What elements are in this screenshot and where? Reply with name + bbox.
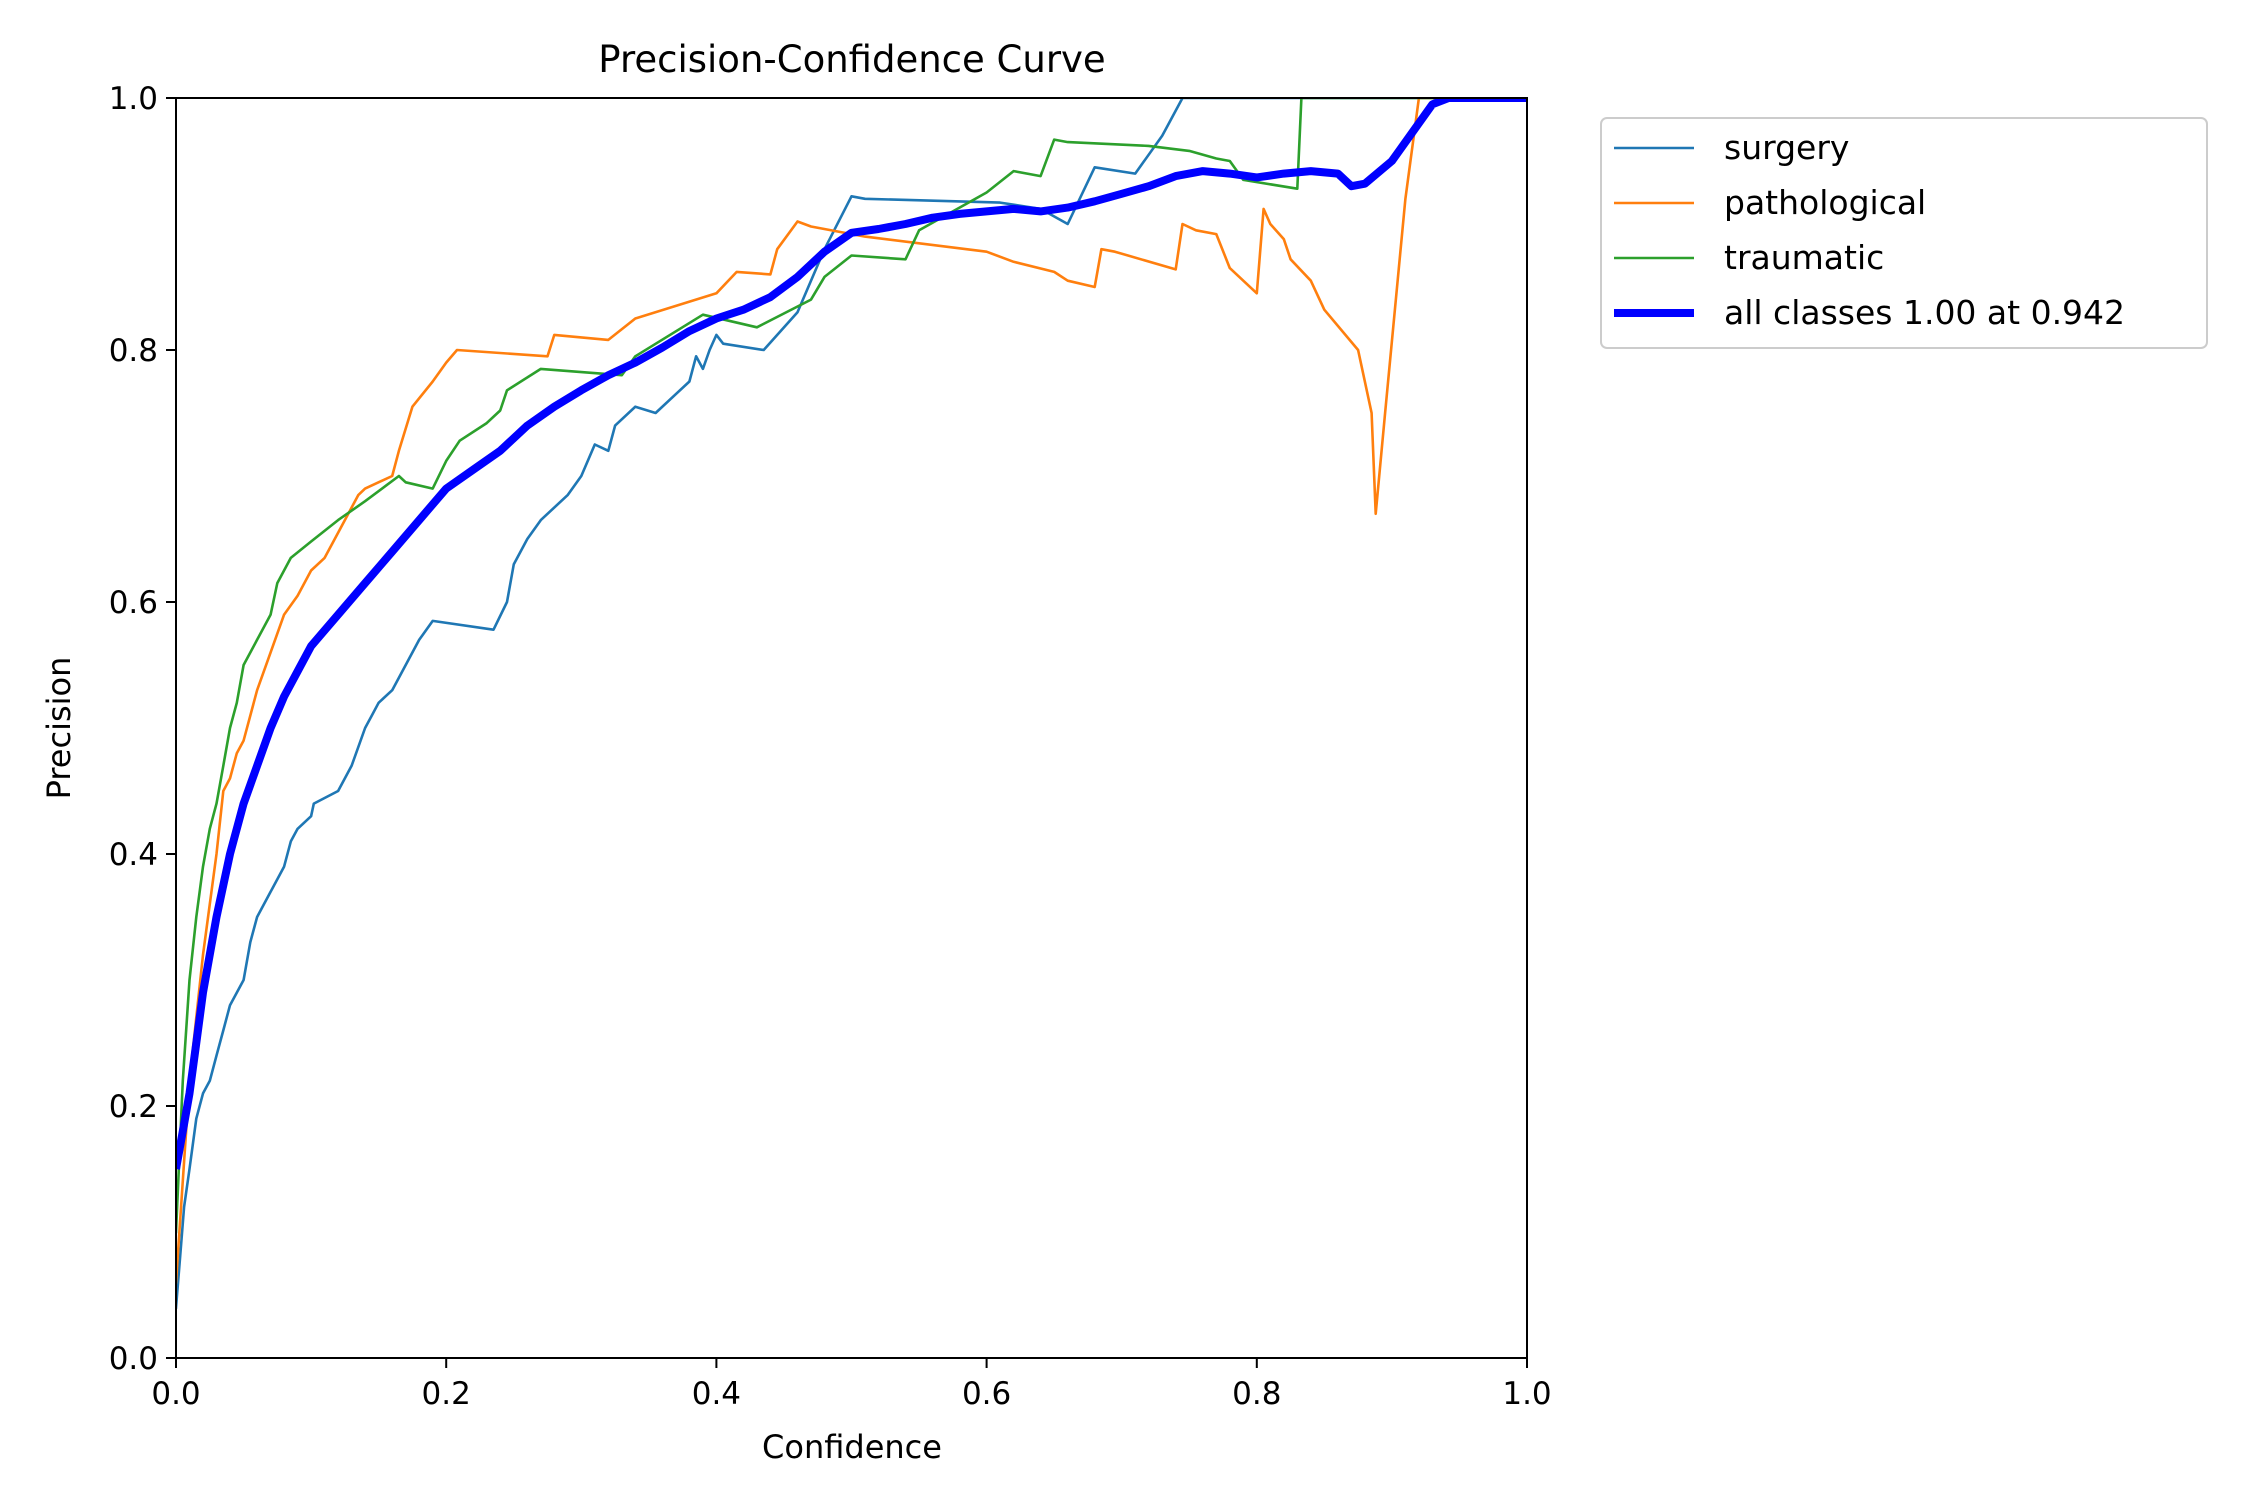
y-tick-label: 0.8 (109, 333, 158, 369)
series-line-pathological (176, 97, 1528, 1284)
x-tick-label: 0.4 (692, 1376, 741, 1412)
x-tick-label: 0.2 (422, 1376, 471, 1412)
y-tick-label: 0.0 (109, 1341, 158, 1377)
legend: surgery pathological traumatic all classes … (1600, 117, 2208, 349)
y-tick-label: 0.2 (109, 1089, 158, 1125)
x-tick-label: 0.6 (962, 1376, 1011, 1412)
x-tick-label: 1.0 (1502, 1376, 1551, 1412)
series-line-traumatic (176, 97, 1528, 1234)
legend-label: traumatic (1724, 238, 1884, 277)
plot-area (175, 97, 1528, 1359)
y-tick-label: 0.6 (109, 585, 158, 621)
y-axis: 0.0 0.2 0.4 0.6 0.8 1.0 (109, 81, 176, 1377)
x-axis: 0.0 0.2 0.4 0.6 0.8 1.0 (151, 1358, 1552, 1412)
legend-label: surgery (1724, 128, 1849, 167)
legend-box (1600, 117, 2208, 349)
series-line-surgery (176, 97, 1528, 1310)
x-tick-label: 0.0 (151, 1376, 200, 1412)
series-line-all-classes (176, 97, 1527, 1170)
legend-label: all classes 1.00 at 0.942 (1724, 293, 2125, 332)
x-tick-label: 0.8 (1232, 1376, 1281, 1412)
y-tick-label: 0.4 (109, 837, 158, 873)
y-tick-label: 1.0 (109, 81, 158, 117)
chart-title: Precision-Confidence Curve (598, 38, 1105, 81)
legend-label: pathological (1724, 183, 1926, 222)
plot-frame (175, 97, 1528, 1359)
series-layer (176, 97, 1528, 1310)
x-axis-label: Confidence (762, 1428, 942, 1466)
y-axis-label: Precision (40, 657, 78, 800)
